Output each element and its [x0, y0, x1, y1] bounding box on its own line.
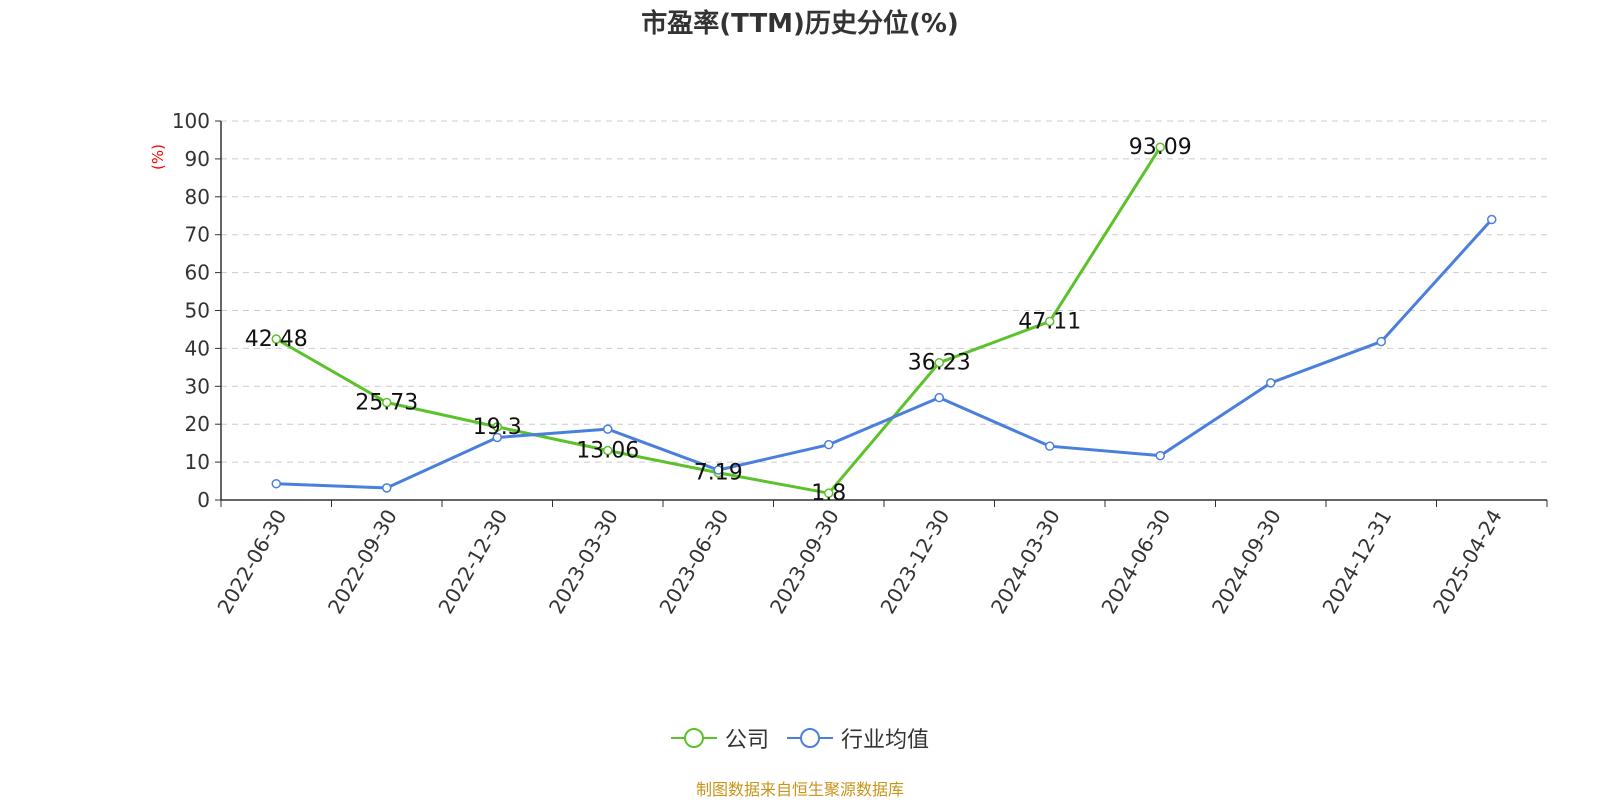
x-tick-label: 2023-03-30	[544, 505, 623, 618]
x-tick-label: 2024-06-30	[1096, 505, 1175, 618]
data-labels: 42.48 25.73 19.3 13.06 7.19 1.8 36.23 47.11 93.0…	[245, 135, 1192, 506]
data-label: 13.06	[576, 439, 639, 464]
data-label: 36.23	[908, 351, 971, 376]
data-point	[824, 439, 834, 450]
x-tick-label: 2022-06-30	[212, 505, 291, 618]
series-line-1	[276, 218, 1493, 490]
y-tick-label: 80	[185, 185, 210, 209]
data-point	[382, 483, 392, 493]
data-point	[1155, 450, 1165, 461]
y-tick-label: 70	[185, 223, 210, 247]
legend-label-industry-avg: 行业均值	[841, 728, 930, 753]
data-label: 93.09	[1129, 135, 1192, 160]
legend-item-company[interactable]: 公司	[670, 722, 769, 754]
series-lines	[271, 142, 1497, 498]
data-point	[382, 397, 392, 408]
data-point	[492, 422, 502, 432]
legend-industry-avg-icon	[787, 728, 833, 748]
y-tick-label: 60	[185, 261, 210, 285]
y-axis-label: (%)	[149, 144, 167, 170]
y-tick-label: 20	[185, 412, 210, 436]
legend-company-icon	[670, 728, 717, 748]
x-tick-label: 2024-09-30	[1207, 505, 1286, 618]
y-tick-label: 100	[172, 109, 210, 133]
data-label: 47.11	[1018, 309, 1081, 334]
legend: 公司 行业均值	[0, 722, 1600, 754]
chart-title: 市盈率(TTM)历史分位(%)	[641, 9, 959, 39]
data-point	[603, 424, 613, 434]
data-point	[824, 488, 834, 498]
data-label: 25.73	[355, 390, 418, 415]
data-point	[603, 445, 613, 456]
x-tick-label: 2023-06-30	[654, 505, 733, 618]
y-tick-label: 30	[185, 374, 210, 398]
data-point	[492, 432, 502, 443]
axes: 0 10 20 30 40 50 60 70 80 90 100 (%) 2022-06-30 2022-…	[149, 109, 1548, 618]
data-point	[271, 478, 281, 489]
x-tick-label: 2023-12-30	[875, 505, 954, 618]
data-label: 1.8	[811, 481, 846, 506]
data-point	[1045, 441, 1055, 451]
y-tick-label: 0	[197, 488, 210, 512]
y-tick-label: 10	[185, 450, 210, 474]
x-tick-label: 2023-09-30	[765, 505, 844, 618]
data-point	[271, 334, 281, 344]
data-point	[1045, 316, 1055, 327]
legend-item-industry-avg[interactable]: 行业均值	[787, 722, 929, 754]
data-point	[1266, 378, 1276, 388]
data-label: 7.19	[694, 461, 743, 486]
data-point	[934, 357, 944, 368]
y-tick-label: 40	[185, 336, 210, 360]
x-tick-label: 2022-12-30	[433, 505, 512, 618]
data-point	[1376, 336, 1386, 347]
x-tick-label: 2025-04-24	[1428, 505, 1507, 618]
data-label: 42.48	[245, 327, 308, 352]
gridlines	[221, 120, 1547, 463]
data-point	[1487, 214, 1497, 225]
x-tick-label: 2024-03-30	[986, 505, 1065, 618]
source-note: 制图数据来自恒生聚源数据库	[695, 780, 904, 799]
x-tick-label: 2022-09-30	[323, 505, 402, 618]
data-point	[1155, 142, 1165, 152]
y-tick-label: 90	[185, 147, 210, 171]
data-point	[713, 465, 723, 475]
data-point	[934, 392, 944, 403]
x-tick-label: 2024-12-31	[1317, 505, 1396, 618]
y-tick-label: 50	[185, 299, 210, 323]
legend-label-company: 公司	[724, 728, 769, 753]
data-label: 19.3	[473, 415, 522, 440]
